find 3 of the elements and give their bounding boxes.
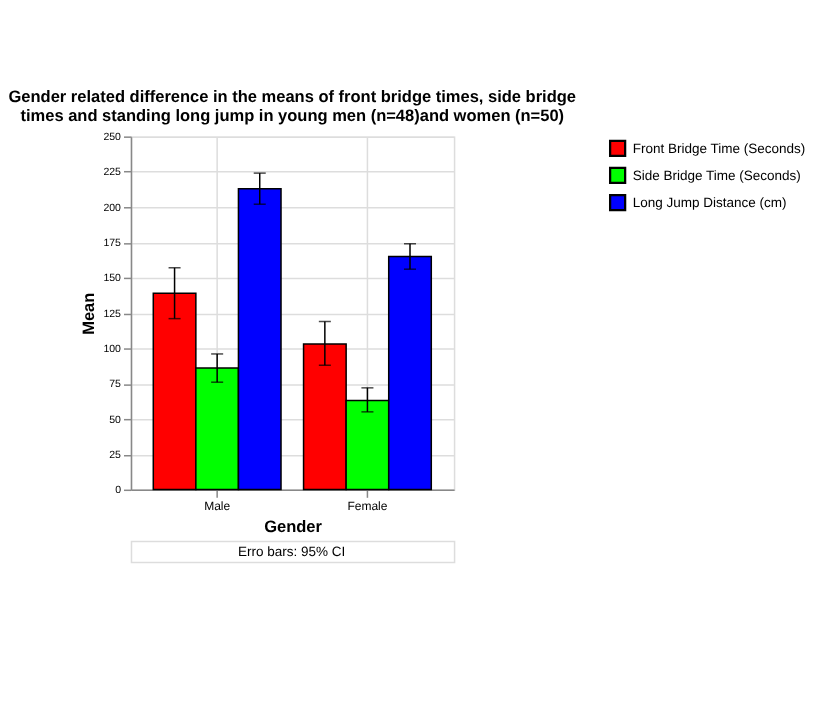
y-axis-title: Mean: [80, 292, 99, 335]
chart-title: Gender related difference in the means of front bridge times, side bridge times and standing long jump in young men (n=48)and women (n=50): [8, 87, 577, 126]
x-axis-title: Gender: [264, 518, 324, 537]
